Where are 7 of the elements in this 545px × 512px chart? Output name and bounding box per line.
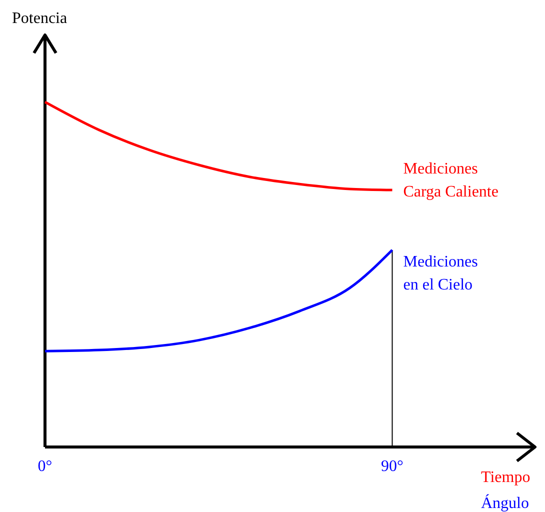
y-axis-title: Potencia: [12, 10, 68, 27]
series-label: Mediciones Carga Caliente: [403, 160, 498, 200]
series-label: Mediciones en el Cielo: [403, 254, 478, 294]
x-tick-label: 0°: [38, 458, 52, 475]
x-axis-title: Tiempo: [481, 469, 530, 486]
x-tick-label: 90°: [381, 458, 404, 475]
text: Ángulo: [481, 494, 529, 512]
